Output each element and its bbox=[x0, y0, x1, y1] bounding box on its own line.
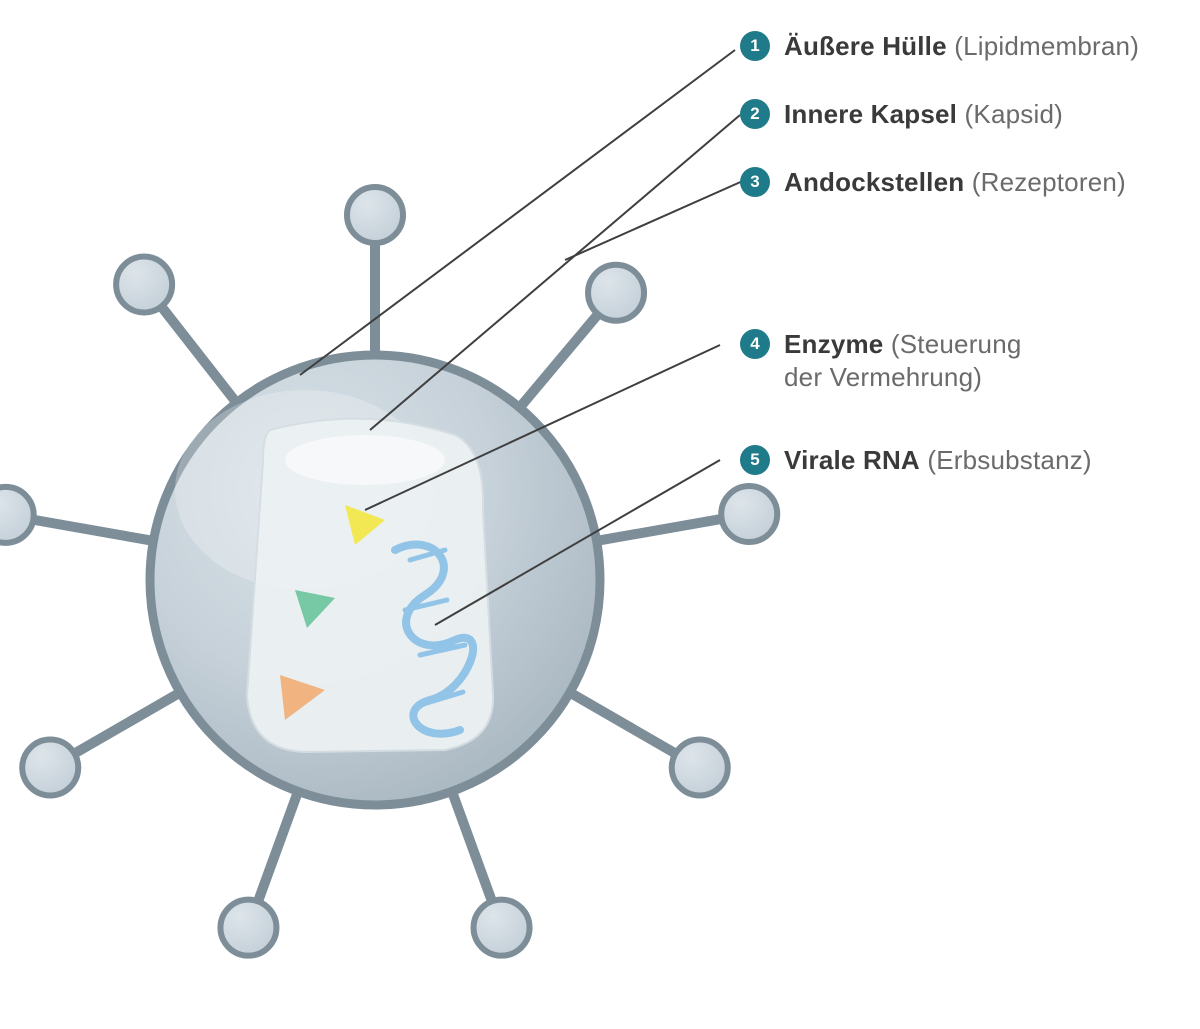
label-1: 1 Äußere Hülle (Lipidmembran) bbox=[740, 30, 1139, 63]
label-text: Virale RNA (Erbsubstanz) bbox=[784, 444, 1092, 477]
label-2: 2 Innere Kapsel (Kapsid) bbox=[740, 98, 1063, 131]
label-badge: 1 bbox=[740, 31, 770, 61]
virus-diagram: 1 Äußere Hülle (Lipidmembran) 2 Innere Kaps… bbox=[0, 0, 1200, 1029]
label-badge: 3 bbox=[740, 167, 770, 197]
label-text: Äußere Hülle (Lipidmembran) bbox=[784, 30, 1139, 63]
label-text: Andockstellen (Rezeptoren) bbox=[784, 166, 1126, 199]
label-text: Enzyme (Steuerungder Vermehrung) bbox=[784, 328, 1022, 393]
label-5: 5 Virale RNA (Erbsubstanz) bbox=[740, 444, 1092, 477]
label-4: 4 Enzyme (Steuerungder Vermehrung) bbox=[740, 328, 1022, 393]
label-badge: 5 bbox=[740, 445, 770, 475]
labels-layer: 1 Äußere Hülle (Lipidmembran) 2 Innere Kaps… bbox=[0, 0, 1200, 1029]
label-badge: 4 bbox=[740, 329, 770, 359]
label-text: Innere Kapsel (Kapsid) bbox=[784, 98, 1063, 131]
label-3: 3 Andockstellen (Rezeptoren) bbox=[740, 166, 1126, 199]
label-badge: 2 bbox=[740, 99, 770, 129]
